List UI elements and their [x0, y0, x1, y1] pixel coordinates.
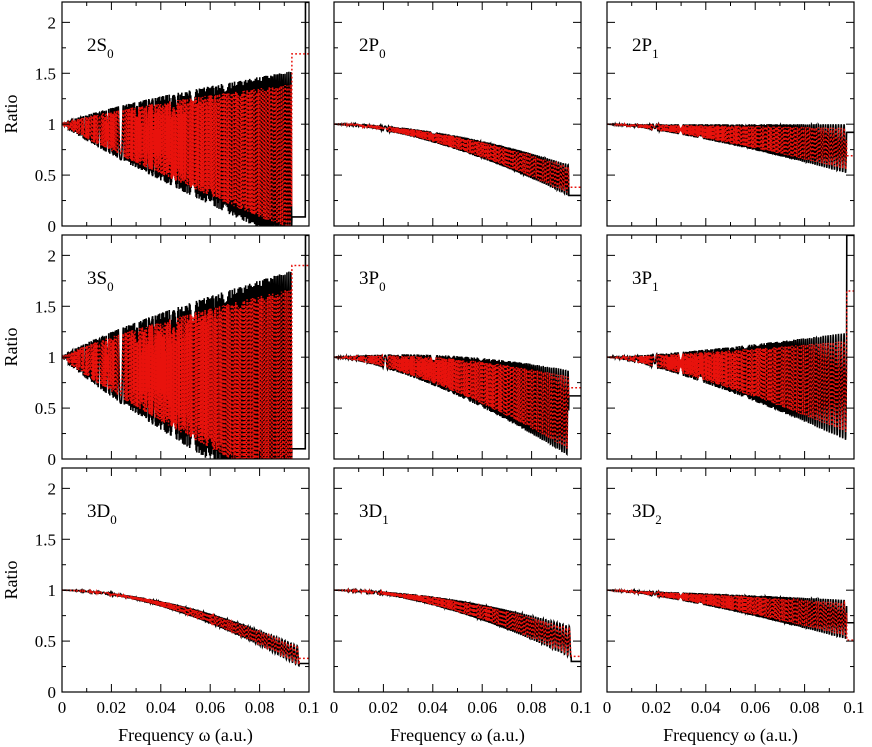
x-tick-label: 0	[58, 698, 67, 717]
x-tick-label: 0.04	[418, 698, 448, 717]
x-tick-label: 0.02	[369, 698, 399, 717]
panel-label: 3D1	[359, 501, 389, 527]
y-tick-label: 1	[48, 581, 57, 600]
x-tick-label: 0.04	[146, 698, 176, 717]
series-2-line	[607, 588, 854, 641]
x-tick-label: 0.08	[245, 698, 275, 717]
y-tick-label: 1	[48, 348, 57, 367]
x-tick-label: 0.06	[467, 698, 497, 717]
y-tick-label: 0.5	[35, 166, 56, 185]
series-1-line	[607, 587, 854, 639]
panel-3D2: 0 0.02 0.04 0.06 0.08 0.1 Frequency ω (a.u.) 3D…	[603, 467, 865, 746]
series-2-line	[607, 290, 854, 432]
x-axis-title: Frequency ω (a.u.)	[663, 725, 798, 746]
y-tick-label: 0.5	[35, 399, 56, 418]
panel-3P0: 3P0	[333, 234, 582, 460]
panel-label: 3P1	[632, 268, 659, 294]
panel-2P0: 2P0	[333, 1, 582, 227]
series-2-line	[334, 353, 581, 449]
series-2-line	[62, 588, 309, 666]
y-axis-title: Ratio	[1, 95, 21, 134]
panel-label: 2P1	[632, 35, 659, 61]
x-tick-label: 0.1	[298, 698, 319, 717]
x-tick-label: 0	[330, 698, 339, 717]
panel-label: 3D2	[632, 501, 662, 527]
y-tick-label: 2	[48, 13, 57, 32]
panel-label: 3S0	[87, 268, 114, 294]
y-tick-label: 2	[48, 479, 57, 498]
series-2-line	[334, 587, 581, 658]
x-tick-label: 0.1	[570, 698, 591, 717]
x-tick-label: 0.08	[790, 698, 820, 717]
y-tick-label: 1.5	[35, 64, 56, 83]
x-axis-title: Frequency ω (a.u.)	[390, 725, 525, 746]
y-tick-label: 0	[48, 217, 57, 236]
x-tick-label: 0.1	[843, 698, 864, 717]
panel-2P1: 2P1	[606, 1, 855, 227]
y-tick-label: 1	[48, 115, 57, 134]
series-1-line	[62, 587, 309, 668]
x-tick-label: 0.02	[642, 698, 672, 717]
y-tick-label: 1.5	[35, 297, 56, 316]
x-tick-label: 0.06	[195, 698, 225, 717]
x-tick-label: 0	[603, 698, 612, 717]
y-tick-label: 1.5	[35, 530, 56, 549]
x-tick-label: 0.06	[740, 698, 770, 717]
panel-3D1: 0 0.02 0.04 0.06 0.08 0.1 Frequency ω (a.u.) 3D…	[330, 467, 592, 746]
y-tick-label: 0.5	[35, 632, 56, 651]
panel-label: 3P0	[359, 268, 386, 294]
panel-label: 3D0	[87, 501, 117, 527]
x-axis-title: Frequency ω (a.u.)	[118, 725, 253, 746]
y-tick-label: 0	[48, 450, 57, 469]
panel-label: 2P0	[359, 35, 386, 61]
x-tick-label: 0.02	[97, 698, 127, 717]
series-1-line	[334, 587, 581, 663]
series-2-line	[334, 121, 581, 194]
y-axis-title: Ratio	[1, 561, 21, 600]
y-tick-label: 0	[48, 683, 57, 702]
panel-3D0: 0 0.02 0.04 0.06 0.08 0.1 0 0.5 1 1.5 2 Ratio Freque…	[1, 467, 320, 746]
series-1-line	[607, 235, 854, 440]
y-axis-title: Ratio	[1, 328, 21, 367]
panel-3S0: 0 0.5 1 1.5 2 Ratio 3S0	[1, 234, 310, 469]
y-tick-label: 2	[48, 246, 57, 265]
series-2-line	[607, 121, 854, 170]
series-2-line	[62, 264, 309, 459]
x-tick-label: 0.04	[691, 698, 721, 717]
series-2-line	[62, 53, 309, 226]
x-tick-label: 0.08	[517, 698, 547, 717]
panel-3P1: 3P1	[606, 234, 855, 460]
panel-label: 2S0	[87, 35, 114, 61]
panel-2S0: 0 0.5 1 1.5 2 Ratio 2S0	[1, 1, 310, 236]
